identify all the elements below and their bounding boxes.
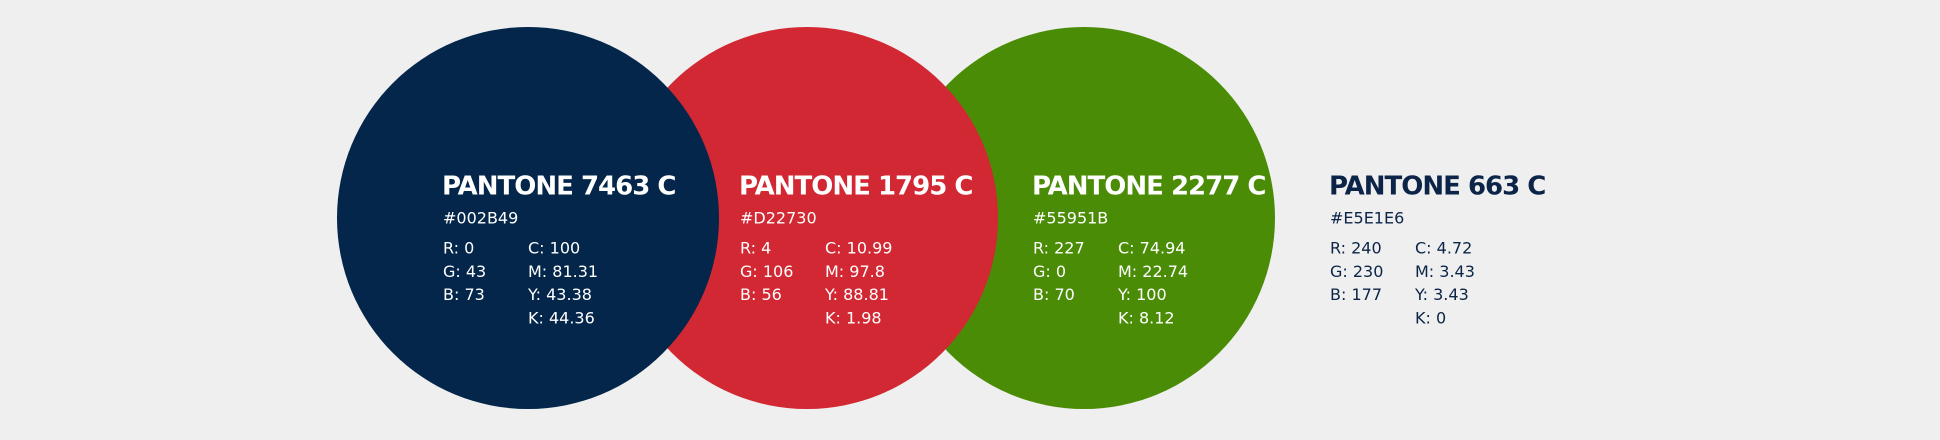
rgb-value: G: 43: [443, 262, 486, 281]
cmyk-value: C: 10.99: [825, 239, 892, 258]
swatch-info: PANTONE 663 C #E5E1E6 R: 240 G: 230 B: 177 C:…: [1329, 172, 1546, 328]
cmyk-value: M: 97.8: [825, 262, 885, 281]
swatch-hex: #002B49: [443, 209, 518, 228]
swatch-circle: [337, 27, 719, 409]
swatch-name: PANTONE 2277 C: [1032, 172, 1265, 202]
rgb-value: B: 56: [740, 285, 782, 304]
swatch-name: PANTONE 1795 C: [739, 172, 972, 202]
cmyk-value: Y: 100: [1117, 285, 1167, 304]
rgb-value: R: 227: [1033, 239, 1085, 258]
rgb-value: R: 0: [443, 239, 474, 258]
cmyk-value: M: 3.43: [1415, 262, 1475, 281]
cmyk-value: M: 22.74: [1118, 262, 1188, 281]
swatch-info: PANTONE 2277 C #55951B R: 227 G: 0 B: 70 C: 7…: [1032, 172, 1266, 328]
swatch-circle: [616, 27, 998, 409]
swatch-circle: [893, 27, 1275, 409]
cmyk-value: K: 0: [1415, 308, 1446, 327]
cmyk-value: K: 1.98: [825, 308, 882, 327]
swatch-hex: #D22730: [740, 209, 817, 228]
swatch-name: PANTONE 663 C: [1329, 172, 1545, 202]
swatch-hex: #55951B: [1033, 209, 1108, 228]
cmyk-value: C: 100: [528, 239, 580, 258]
rgb-value: B: 177: [1330, 285, 1382, 304]
rgb-value: R: 240: [1330, 239, 1382, 258]
cmyk-value: M: 81.31: [528, 262, 598, 281]
rgb-value: B: 73: [443, 285, 485, 304]
rgb-value: G: 230: [1330, 262, 1383, 281]
swatch-info: PANTONE 7463 C #002B49 R: 0 G: 43 B: 73 C: 10…: [442, 172, 676, 328]
swatch-hex: #E5E1E6: [1330, 209, 1404, 228]
swatch-info: PANTONE 1795 C #D22730 R: 4 G: 106 B: 56 C: 1…: [739, 172, 973, 328]
rgb-value: G: 0: [1033, 262, 1066, 281]
cmyk-value: Y: 3.43: [1414, 285, 1469, 304]
rgb-value: G: 106: [740, 262, 793, 281]
rgb-value: B: 70: [1033, 285, 1075, 304]
cmyk-value: K: 44.36: [528, 308, 595, 327]
cmyk-value: C: 74.94: [1118, 239, 1185, 258]
cmyk-value: Y: 43.38: [527, 285, 592, 304]
rgb-value: R: 4: [740, 239, 771, 258]
cmyk-value: K: 8.12: [1118, 308, 1175, 327]
swatch-name: PANTONE 7463 C: [442, 172, 675, 202]
cmyk-value: Y: 88.81: [824, 285, 889, 304]
cmyk-value: C: 4.72: [1415, 239, 1472, 258]
